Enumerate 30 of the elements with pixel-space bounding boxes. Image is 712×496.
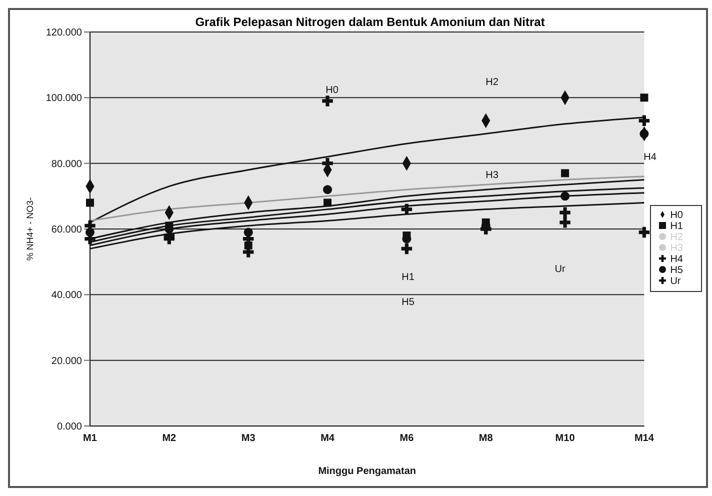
x-tick-label: M3 — [241, 433, 256, 444]
y-tick-label: 60.000 — [51, 224, 82, 236]
y-tick-label: 40.000 — [51, 290, 82, 302]
annotation: H2 — [486, 77, 499, 88]
legend-label: H5 — [670, 264, 683, 276]
x-tick-label: M2 — [162, 433, 177, 444]
x-tick-label: M8 — [478, 433, 494, 444]
y-tick-label: 20.000 — [51, 356, 82, 367]
y-tick-label: 80.000 — [51, 158, 82, 170]
y-axis-title: % NH4+ - NO3- — [25, 197, 36, 261]
x-tick-label: M6 — [400, 433, 414, 444]
x-tick-label: M14 — [634, 433, 654, 444]
annotation: H5 — [402, 297, 415, 308]
x-tick-label: M10 — [555, 433, 576, 444]
x-tick-label: M4 — [320, 433, 335, 444]
legend-label: H4 — [670, 254, 683, 264]
annotation: Ur — [554, 264, 566, 275]
x-axis-title: Minggu Pengamatan — [318, 466, 416, 477]
legend-label: H1 — [670, 220, 683, 232]
y-tick-label: 0.000 — [56, 422, 82, 433]
y-tick-label: 100.000 — [46, 93, 82, 104]
chart-title: Grafik Pelepasan Nitrogen dalam Bentuk Amonium dan Nitrat — [195, 15, 545, 29]
legend-label: Ur — [670, 276, 681, 286]
x-tick-label: M1 — [83, 433, 98, 444]
annotation: H1 — [402, 272, 415, 283]
y-tick-label: 120.000 — [46, 28, 82, 39]
annotation: H4 — [644, 152, 657, 163]
legend-label: H0 — [670, 210, 683, 220]
annotation: H3 — [486, 170, 499, 181]
annotation: H0 — [326, 85, 339, 96]
